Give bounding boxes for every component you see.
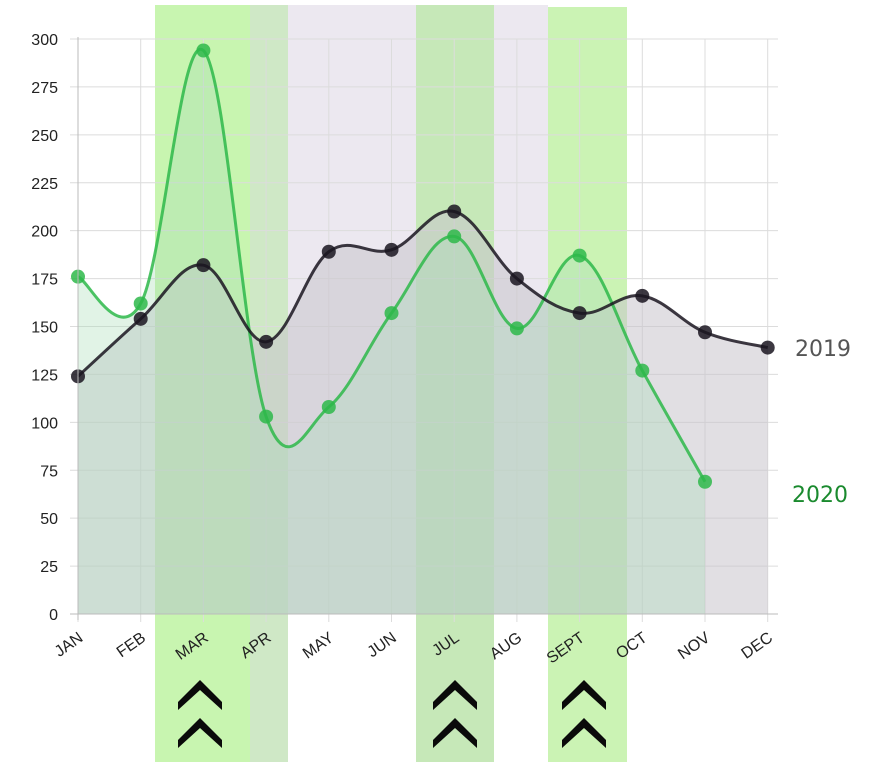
data-point-2020 <box>321 400 336 414</box>
data-point-2020 <box>196 43 211 58</box>
y-tick-label: 100 <box>31 415 58 432</box>
y-tick-label: 300 <box>31 32 58 49</box>
series-label-2019: 2019 <box>795 337 851 362</box>
y-tick-label: 275 <box>31 80 58 97</box>
y-tick-label: 125 <box>31 367 58 384</box>
x-tick-label: MAY <box>300 629 337 662</box>
data-point-2019 <box>447 204 462 219</box>
x-tick-label: NOV <box>675 629 713 663</box>
data-point-2020 <box>259 409 274 424</box>
data-point-2019 <box>509 271 524 286</box>
data-point-2019 <box>635 288 650 303</box>
y-tick-label: 200 <box>31 224 58 241</box>
x-tick-label: JUN <box>365 629 400 661</box>
data-point-2020 <box>572 248 587 263</box>
data-point-2020 <box>635 363 650 378</box>
data-point-2020 <box>133 296 148 311</box>
y-tick-label: 250 <box>31 128 58 145</box>
chevron-up-icon <box>433 718 477 748</box>
chevron-up-icon <box>433 680 477 710</box>
data-point-2020 <box>447 229 462 244</box>
chevron-up-icon <box>178 680 222 710</box>
x-tick-label: FEB <box>114 629 149 661</box>
series-line-2020 <box>77 47 707 483</box>
data-point-2019 <box>384 242 399 257</box>
data-point-2020 <box>509 321 524 336</box>
data-point-2020 <box>698 474 712 489</box>
chevron-up-icon <box>562 718 606 748</box>
data-point-2019 <box>196 258 211 273</box>
data-point-2019 <box>259 334 274 349</box>
y-tick-label: 175 <box>31 272 58 289</box>
data-point-2019 <box>572 306 587 321</box>
series-area-2020 <box>78 49 705 615</box>
y-tick-label: 75 <box>40 463 58 480</box>
data-point-2019 <box>133 311 148 326</box>
x-tick-label: JAN <box>52 629 87 660</box>
data-point-2019 <box>698 325 712 340</box>
series-label-2020: 2020 <box>792 483 848 508</box>
y-tick-label: 25 <box>40 559 58 576</box>
data-point-2019 <box>760 340 775 355</box>
y-tick-label: 0 <box>49 607 58 624</box>
data-point-2019 <box>321 244 336 259</box>
y-tick-label: 50 <box>40 511 58 528</box>
y-tick-label: 150 <box>31 320 58 337</box>
y-tick-label: 225 <box>31 176 58 193</box>
chevron-up-icon <box>562 680 606 710</box>
data-point-2020 <box>384 306 399 321</box>
x-tick-label: DEC <box>739 629 776 662</box>
chevron-up-icon <box>178 718 222 748</box>
